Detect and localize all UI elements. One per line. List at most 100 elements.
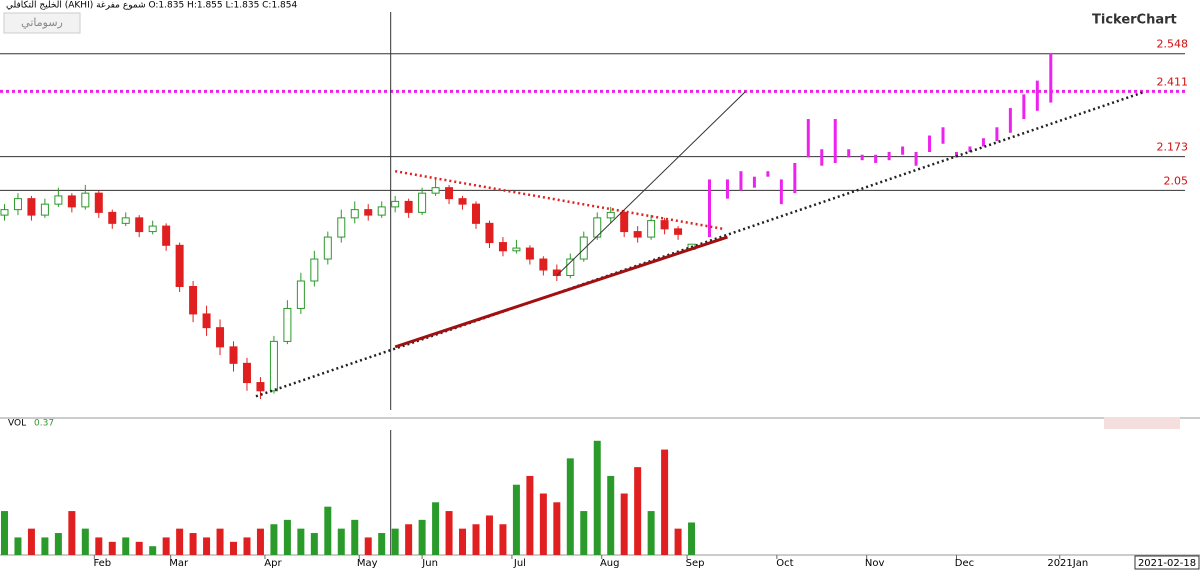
volume-bar bbox=[337, 528, 345, 555]
candle-body bbox=[283, 307, 292, 342]
candle-body bbox=[539, 258, 548, 271]
candle-body bbox=[606, 211, 615, 219]
volume-bar bbox=[297, 528, 305, 555]
volume-bar bbox=[122, 537, 130, 555]
volume-bar bbox=[81, 528, 89, 555]
candle-body bbox=[364, 209, 373, 216]
volume-bar bbox=[54, 533, 62, 555]
volume-bar bbox=[256, 528, 264, 555]
candle-body bbox=[674, 228, 683, 235]
candle-body bbox=[620, 211, 629, 233]
x-tick-label: Mar bbox=[169, 558, 189, 569]
volume-bar bbox=[593, 440, 601, 555]
x-tick-label: May bbox=[357, 558, 378, 569]
logo: TickerChart bbox=[1092, 13, 1177, 28]
volume-bar bbox=[620, 493, 628, 555]
trendline bbox=[255, 90, 1146, 398]
candle-body bbox=[108, 211, 117, 224]
candle-body bbox=[337, 217, 346, 238]
volume-bar bbox=[526, 475, 534, 555]
volume-bar bbox=[472, 524, 480, 555]
volume-bar bbox=[391, 528, 399, 555]
volume-bar bbox=[405, 524, 413, 555]
candle-body bbox=[445, 187, 454, 200]
x-tick-label: Dec bbox=[955, 558, 974, 569]
volume-bar bbox=[539, 493, 547, 555]
volume-bar bbox=[566, 458, 574, 555]
candle-body bbox=[148, 225, 157, 233]
level-label: 2.05 bbox=[1164, 174, 1189, 187]
volume-bar bbox=[162, 537, 170, 555]
candle-body bbox=[660, 220, 669, 230]
volume-bar bbox=[176, 528, 184, 555]
date-text: 2021-02-18 bbox=[1138, 558, 1196, 569]
candle-body bbox=[472, 203, 480, 224]
volume-bar bbox=[270, 524, 278, 555]
x-tick-label: Aug bbox=[600, 558, 620, 569]
x-tick-label: 2021Jan bbox=[1047, 558, 1088, 569]
volume-bar bbox=[512, 484, 520, 555]
level-label: 2.411 bbox=[1157, 75, 1189, 88]
x-tick-label: Nov bbox=[865, 558, 885, 569]
candle-body bbox=[256, 382, 265, 392]
volume-bar bbox=[324, 506, 332, 555]
volume-bar bbox=[216, 528, 224, 555]
volume-bar bbox=[135, 541, 143, 555]
candle-body bbox=[593, 217, 602, 238]
candle-body bbox=[512, 247, 521, 252]
candle-body bbox=[40, 203, 49, 216]
trendline bbox=[556, 91, 746, 276]
candle-body bbox=[135, 217, 144, 233]
pane-controls[interactable] bbox=[1104, 417, 1180, 429]
x-tick-label: Jul bbox=[513, 558, 526, 569]
volume-bar bbox=[688, 522, 696, 555]
candle-body bbox=[377, 206, 386, 216]
candle-body bbox=[566, 258, 575, 277]
candle-body bbox=[0, 209, 9, 216]
candle-body bbox=[121, 217, 130, 224]
volume-bar bbox=[459, 528, 467, 555]
candle-body bbox=[269, 340, 278, 392]
vol-label: VOL bbox=[8, 419, 26, 429]
volume-bar bbox=[203, 537, 211, 555]
volume-bar bbox=[418, 519, 426, 555]
date-box bbox=[1134, 555, 1200, 570]
x-tick-label: Oct bbox=[776, 558, 793, 569]
trendline bbox=[394, 235, 728, 349]
volume-bar bbox=[499, 524, 507, 555]
candle-body bbox=[391, 200, 400, 208]
x-tick-label: Sep bbox=[686, 558, 705, 569]
candle-body bbox=[323, 236, 332, 260]
candle-body bbox=[633, 231, 642, 238]
volume-bar bbox=[378, 533, 386, 555]
volume-bar bbox=[230, 541, 238, 555]
candle-body bbox=[162, 225, 171, 246]
drawings-button[interactable] bbox=[3, 12, 81, 34]
candle-body bbox=[81, 192, 90, 208]
candle-body bbox=[647, 220, 656, 238]
candle-body bbox=[404, 200, 413, 213]
volume-bar bbox=[283, 519, 291, 555]
volume-bar bbox=[661, 449, 669, 555]
volume-bar bbox=[189, 533, 197, 555]
candle-body bbox=[431, 187, 440, 194]
level-label: 2.548 bbox=[1157, 38, 1189, 51]
candle-body bbox=[54, 195, 63, 205]
button-label[interactable]: رسوماتي bbox=[21, 16, 63, 29]
volume-bar bbox=[68, 511, 76, 555]
trendline bbox=[394, 169, 724, 231]
candle-body bbox=[189, 285, 198, 315]
volume-bar bbox=[0, 511, 8, 555]
candle-body bbox=[418, 192, 427, 213]
volume-bar bbox=[95, 537, 103, 555]
x-tick-label: Jun bbox=[421, 558, 438, 569]
volume-bar bbox=[41, 537, 49, 555]
volume-bar bbox=[243, 537, 251, 555]
candle-body bbox=[498, 242, 507, 252]
volume-bar bbox=[310, 533, 318, 555]
candle-body bbox=[216, 327, 225, 348]
volume-bar bbox=[364, 537, 372, 555]
volume-bar bbox=[485, 515, 493, 555]
